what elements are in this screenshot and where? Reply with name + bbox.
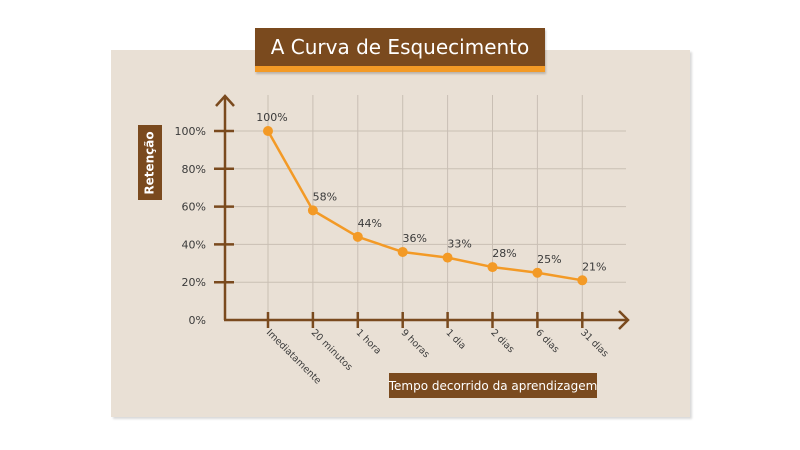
chart-title-box: A Curva de Esquecimento bbox=[255, 28, 545, 72]
axes bbox=[214, 94, 630, 330]
y-tick-label: 100% bbox=[175, 125, 206, 138]
x-tick-label: 1 dia bbox=[443, 327, 467, 351]
y-tick-label: 60% bbox=[182, 201, 206, 214]
data-value-label: 44% bbox=[358, 217, 382, 230]
data-point bbox=[532, 267, 543, 278]
data-value-label: 58% bbox=[313, 190, 337, 203]
chart-panel bbox=[111, 50, 690, 417]
x-tick-label: 31 dias bbox=[578, 327, 610, 359]
data-point bbox=[397, 246, 408, 257]
data-series bbox=[263, 126, 588, 286]
data-value-label: 36% bbox=[402, 232, 426, 245]
x-tick-label: 6 dias bbox=[533, 327, 561, 355]
data-value-label: 100% bbox=[256, 111, 287, 124]
x-tick-label: 2 dias bbox=[488, 327, 516, 355]
x-axis-label: Tempo decorrido da aprendizagem bbox=[388, 378, 598, 393]
y-axis-label-box: Retenção bbox=[138, 125, 162, 200]
x-tick-label: 9 horas bbox=[399, 327, 432, 360]
x-tick-label: 1 hora bbox=[354, 327, 383, 356]
y-axis-arrow-icon bbox=[215, 94, 235, 107]
data-point bbox=[487, 262, 498, 273]
data-point bbox=[577, 275, 588, 286]
data-value-label: 28% bbox=[492, 247, 516, 260]
y-tick-label: 20% bbox=[182, 276, 206, 289]
data-point bbox=[307, 205, 318, 216]
x-axis-arrow-icon bbox=[618, 310, 630, 330]
data-point bbox=[263, 126, 273, 136]
data-point bbox=[352, 231, 363, 242]
data-point bbox=[442, 252, 453, 263]
chart-title: A Curva de Esquecimento bbox=[270, 35, 530, 59]
y-tick-label: 40% bbox=[182, 238, 206, 251]
data-value-label: 25% bbox=[537, 253, 561, 266]
retention-line bbox=[266, 130, 583, 282]
y-tick-label: 0% bbox=[189, 314, 206, 327]
grid-lines bbox=[225, 95, 626, 320]
y-tick-label: 80% bbox=[182, 163, 206, 176]
x-tick-label: 20 minutos bbox=[309, 327, 355, 373]
data-value-label: 33% bbox=[447, 238, 471, 251]
data-value-label: 21% bbox=[582, 260, 606, 273]
x-axis-label-box: Tempo decorrido da aprendizagem bbox=[389, 373, 597, 398]
